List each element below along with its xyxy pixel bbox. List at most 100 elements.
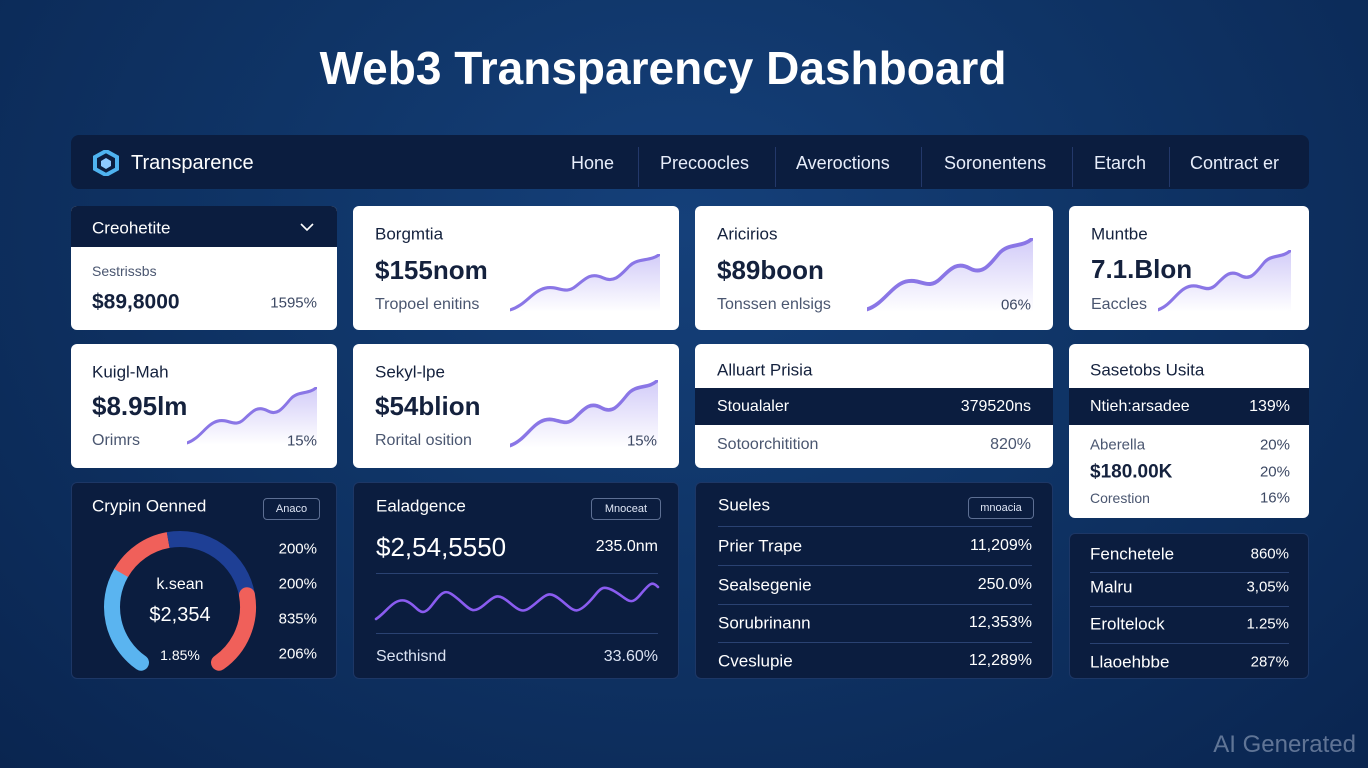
label: Sestrissbs <box>92 263 157 279</box>
divider <box>718 526 1032 527</box>
row-value: 250.0% <box>977 576 1032 593</box>
divider <box>718 642 1032 643</box>
card: Ealadgence Mnoceat $2,54,5550 235.0nm Se… <box>353 482 679 679</box>
row-value: 860% <box>1250 545 1289 563</box>
value: $89,8000 <box>92 290 180 314</box>
row-label: Llaoehbbe <box>1090 652 1170 672</box>
card: Aricirios $89boon Tonssen enlsigs 06% <box>695 206 1053 330</box>
row-value: 3,05% <box>1246 578 1289 596</box>
card: Muntbe 7.1.Blon Eaccles <box>1069 206 1309 330</box>
subtitle: Eaccles <box>1091 296 1148 313</box>
row-label: Fenchetele <box>1090 544 1175 564</box>
subtitle: Orimrs <box>92 432 140 449</box>
divider <box>1090 643 1289 644</box>
row-value: 1.25% <box>1246 615 1289 633</box>
nav-link[interactable]: Hone <box>571 153 615 173</box>
card: Fenchetele 860% Malru 3,05% Eroltelock 1… <box>1069 533 1309 679</box>
nav-link[interactable]: Soronentens <box>944 153 1047 173</box>
card: Kuigl-Mah $8.95lm Orimrs 15% <box>71 344 337 468</box>
badge[interactable]: Mnoceat <box>591 498 661 520</box>
row-value: 12,353% <box>968 614 1032 631</box>
row-label: Sealsegenie <box>718 575 812 595</box>
row-value: 11,209% <box>970 537 1032 554</box>
divider <box>376 633 658 634</box>
row-label: Malru <box>1090 577 1133 597</box>
list-value: 835% <box>278 610 317 628</box>
card-title: Borgmtia <box>375 224 444 244</box>
value: $2,54,5550 <box>376 532 507 562</box>
row-value: 287% <box>1250 653 1289 671</box>
row-label: Eroltelock <box>1090 614 1165 634</box>
value: 7.1.Blon <box>1091 254 1193 284</box>
badge[interactable]: Anaco <box>263 498 320 520</box>
card-header <box>71 206 337 247</box>
row-value: 820% <box>990 436 1031 453</box>
separator <box>1072 147 1073 187</box>
card: Sekyl-lpe $54blion Rorital osition 15% <box>353 344 679 468</box>
card-title: Crypin Oenned <box>92 496 207 516</box>
brand-icon <box>93 150 119 176</box>
nav-link[interactable]: Averoctions <box>796 153 890 173</box>
row-label: Sotoorchitition <box>717 436 819 453</box>
gauge-label: k.sean <box>156 576 204 593</box>
card: Creohetite Sestrissbs $89,8000 1595% <box>71 206 337 330</box>
gauge-value: $2,354 <box>149 604 211 626</box>
list-value: 200% <box>278 540 317 558</box>
list-value: 206% <box>278 645 317 663</box>
table-row-highlight <box>1069 388 1309 425</box>
brand[interactable]: Transparence <box>131 152 254 174</box>
page-title: Web3 Transparency Dashboard <box>319 42 1007 94</box>
row-label: Aberella <box>1090 436 1146 454</box>
row-value: 12,289% <box>968 652 1032 669</box>
card-title: Aricirios <box>717 224 778 244</box>
row-value: 379520ns <box>960 398 1031 415</box>
change: 15% <box>626 432 657 450</box>
row-label: Ntieh:arsadee <box>1090 398 1190 415</box>
sparkline <box>510 254 660 312</box>
nav-bar <box>71 135 1309 189</box>
row-value: 20% <box>1259 463 1290 481</box>
footer-value: 33.60% <box>603 648 658 665</box>
change: 15% <box>286 432 317 450</box>
nav-link[interactable]: Precoocles <box>660 153 750 173</box>
card-title: Alluart Prisia <box>717 360 813 380</box>
row-label: Cveslupie <box>718 651 793 671</box>
watermark: AI Generated <box>1213 731 1356 758</box>
change: 1595% <box>270 294 317 312</box>
row-value: 139% <box>1249 398 1290 415</box>
unit: 235.0nm <box>595 538 658 555</box>
list-value: 200% <box>278 575 317 593</box>
row-label: Sorubrinann <box>718 613 811 633</box>
card-title: Creohetite <box>92 218 171 238</box>
table-row-highlight <box>695 388 1053 425</box>
card-title: Sueles <box>718 495 770 515</box>
value: $54blion <box>375 391 481 421</box>
value: $8.95lm <box>92 391 188 421</box>
row-label: $180.00K <box>1090 461 1173 483</box>
card-title: Kuigl-Mah <box>92 362 169 382</box>
value: $89boon <box>717 255 824 285</box>
divider <box>376 573 658 574</box>
card: Alluart Prisia Stoualaler 379520ns Sotoo… <box>695 344 1053 468</box>
subtitle: Tropoel enitins <box>375 296 480 313</box>
card-title: Sasetobs Usita <box>1090 360 1205 380</box>
row-value: 20% <box>1259 436 1290 454</box>
card-title: Muntbe <box>1091 224 1148 244</box>
nav-link[interactable]: Contract er <box>1190 153 1280 173</box>
footer-label: Secthisnd <box>376 648 447 665</box>
divider <box>718 604 1032 605</box>
subtitle: Rorital osition <box>375 432 472 449</box>
change: 06% <box>1000 296 1031 314</box>
card: Borgmtia $155nom Tropoel enitins <box>353 206 679 330</box>
row-value: 16% <box>1259 489 1290 507</box>
row-label: Corestion <box>1090 490 1150 506</box>
card: Crypin Oenned Anaco k.sean $2,354 1.85% … <box>71 482 337 679</box>
chevron[interactable] <box>299 222 315 232</box>
badge[interactable]: mnoacia <box>968 497 1034 519</box>
divider <box>718 565 1032 566</box>
separator <box>775 147 776 187</box>
divider <box>1090 572 1289 573</box>
nav-link[interactable]: Etarch <box>1094 153 1147 173</box>
